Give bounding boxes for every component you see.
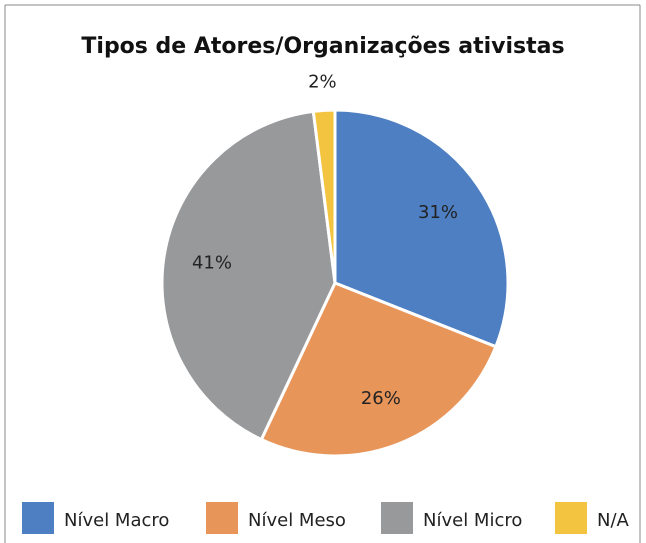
pie-slice — [333, 108, 510, 349]
data-label: 2% — [308, 72, 337, 93]
legend-label: Nível Micro — [423, 510, 522, 531]
chart-title: Tipos de Atores/Organizações ativistas — [81, 34, 564, 59]
data-label: 41% — [192, 253, 232, 274]
legend-swatch — [206, 502, 238, 534]
pie-slice — [311, 108, 337, 284]
legend-swatch — [381, 502, 413, 534]
pie-slice — [160, 109, 337, 442]
legend-label: N/A — [597, 510, 630, 531]
legend-swatch — [555, 502, 587, 534]
data-label: 26% — [361, 388, 401, 409]
legend-swatch — [22, 502, 54, 534]
data-label: 31% — [418, 202, 458, 223]
legend-label: Nível Meso — [248, 510, 346, 531]
legend-label: Nível Macro — [64, 510, 169, 531]
pie-slice — [259, 281, 498, 458]
